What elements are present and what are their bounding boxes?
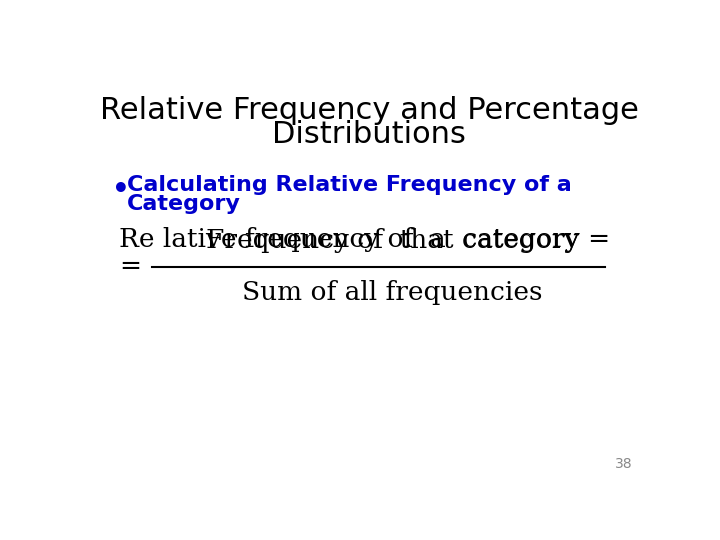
Text: Relative Frequency and Percentage: Relative Frequency and Percentage — [99, 96, 639, 125]
Text: Distributions: Distributions — [272, 120, 466, 149]
Text: 38: 38 — [615, 457, 632, 471]
Text: Calculating Relative Frequency of a: Calculating Relative Frequency of a — [127, 175, 572, 195]
Text: Category: Category — [127, 194, 241, 214]
Text: Frequency of  that category: Frequency of that category — [206, 228, 579, 253]
Text: •: • — [112, 177, 130, 205]
Text: =: = — [120, 254, 141, 279]
Text: Sum of all frequencies: Sum of all frequencies — [242, 280, 542, 306]
Text: Re lative frequency of  a  category =: Re lative frequency of a category = — [120, 226, 611, 252]
